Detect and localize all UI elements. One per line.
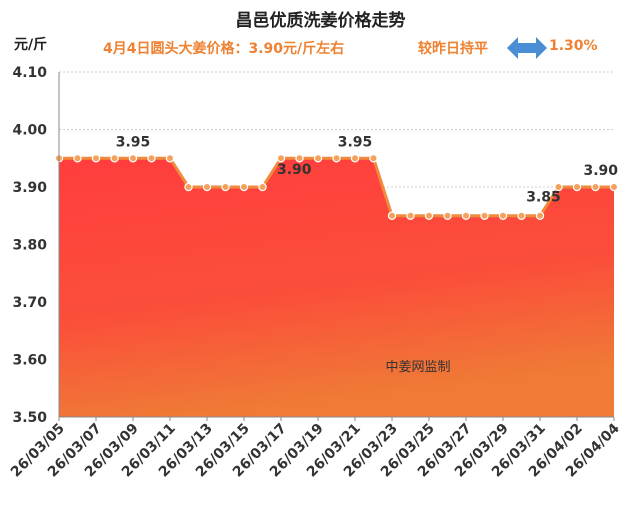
data-label: 3.95 xyxy=(338,134,373,150)
data-point xyxy=(258,182,267,192)
double-arrow-icon xyxy=(507,37,547,59)
price-subtitle: 4月4日圆头大姜价格：3.90元/斤左右 xyxy=(103,41,345,57)
data-point xyxy=(147,154,156,163)
x-axis-ticks: 26/03/0526/03/0726/03/0926/03/1126/03/13… xyxy=(8,417,623,480)
data-markers xyxy=(54,154,619,220)
data-point xyxy=(443,211,452,220)
data-point xyxy=(165,154,175,163)
price-area xyxy=(59,158,614,417)
data-point xyxy=(461,211,471,220)
unit-label: 元/斤 xyxy=(14,37,48,53)
data-label: 3.95 xyxy=(116,134,151,150)
data-label: 3.90 xyxy=(277,162,312,178)
y-tick-label: 4.10 xyxy=(12,65,47,81)
data-point xyxy=(387,211,397,220)
y-tick-label: 3.70 xyxy=(12,295,47,311)
data-point xyxy=(517,211,526,220)
y-axis-ticks: 3.50 3.60 3.70 3.80 3.90 4.00 4.10 xyxy=(12,65,47,426)
compare-percent: 1.30% xyxy=(549,38,598,54)
data-point xyxy=(554,182,563,192)
data-point xyxy=(73,154,82,163)
data-point xyxy=(591,182,600,192)
chart-title: 昌邑优质洗姜价格走势 xyxy=(235,11,406,31)
data-point xyxy=(295,154,304,163)
data-point xyxy=(184,182,193,192)
data-label: 3.85 xyxy=(526,190,561,206)
watermark-text: 中姜网监制 xyxy=(385,360,450,375)
data-point xyxy=(91,154,101,163)
data-point xyxy=(609,182,619,192)
y-tick-label: 3.50 xyxy=(12,410,47,426)
y-tick-label: 3.60 xyxy=(12,353,47,369)
data-point xyxy=(572,182,582,192)
y-tick-label: 3.80 xyxy=(12,238,47,254)
compare-label: 较昨日持平 xyxy=(418,41,488,57)
data-point xyxy=(332,154,341,163)
data-point xyxy=(480,211,489,220)
data-point xyxy=(221,182,230,192)
data-point xyxy=(239,182,249,192)
data-point xyxy=(313,154,323,163)
data-point xyxy=(535,211,545,220)
y-tick-label: 3.90 xyxy=(12,180,47,196)
data-point xyxy=(498,211,508,220)
data-point xyxy=(424,211,434,220)
data-point xyxy=(128,154,138,163)
data-point xyxy=(369,154,378,163)
data-label: 3.90 xyxy=(583,163,618,179)
data-point xyxy=(202,182,212,192)
data-point xyxy=(276,154,286,163)
data-point xyxy=(110,154,119,163)
data-point xyxy=(350,154,360,163)
y-tick-label: 4.00 xyxy=(12,123,47,139)
data-point xyxy=(406,211,415,220)
data-labels: 3.95 3.90 3.95 3.85 3.90 xyxy=(116,134,619,205)
